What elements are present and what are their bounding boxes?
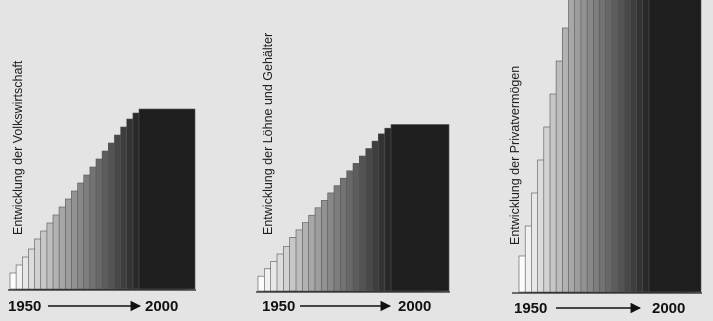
y-axis-label-loehne: Entwicklung der Löhne und Gehälter xyxy=(261,33,275,235)
bar-loehne-22 xyxy=(390,124,450,292)
x-tick-start-loehne: 1950 xyxy=(262,298,295,315)
y-axis-label-volkswirtschaft: Entwicklung der Volkswirtschaft xyxy=(11,60,25,235)
bars-volkswirtschaft xyxy=(9,108,196,290)
bar-volkswirtschaft-22 xyxy=(138,108,196,290)
panel-loehne: Entwicklung der Löhne und Gehälter 1950 … xyxy=(256,33,450,315)
bars-loehne xyxy=(257,124,450,292)
y-axis-label-privatvermoegen: Entwicklung der Privatvermögen xyxy=(508,66,522,245)
bar-privatvermoegen-22 xyxy=(648,0,702,293)
x-tick-end-volkswirtschaft: 2000 xyxy=(145,298,178,315)
x-tick-start-volkswirtschaft: 1950 xyxy=(8,298,41,315)
x-tick-end-loehne: 2000 xyxy=(398,298,431,315)
bars-privatvermoegen xyxy=(518,0,702,293)
panel-volkswirtschaft: Entwicklung der Volkswirtschaft 1950 200… xyxy=(8,60,196,315)
panel-privatvermoegen: Entwicklung der Privatvermögen 1950 2000 xyxy=(508,0,702,317)
x-tick-start-privatvermoegen: 1950 xyxy=(514,300,547,317)
x-tick-end-privatvermoegen: 2000 xyxy=(652,300,685,317)
